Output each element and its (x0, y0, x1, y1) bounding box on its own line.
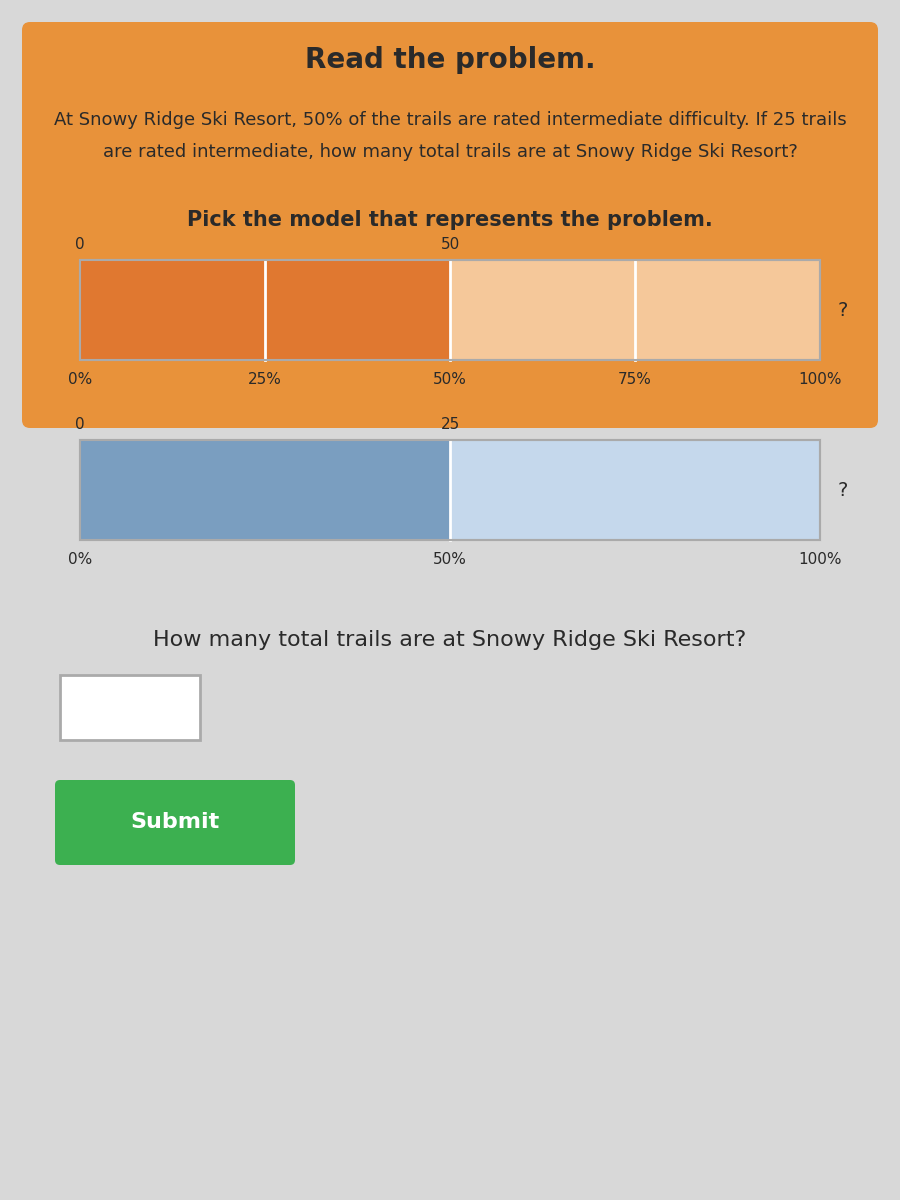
FancyBboxPatch shape (80, 260, 820, 360)
Text: 50%: 50% (433, 552, 467, 566)
Text: Pick the model that represents the problem.: Pick the model that represents the probl… (187, 210, 713, 230)
FancyBboxPatch shape (80, 260, 450, 360)
FancyBboxPatch shape (22, 22, 878, 428)
Text: 0: 0 (76, 236, 85, 252)
Text: 100%: 100% (798, 552, 842, 566)
FancyBboxPatch shape (60, 674, 200, 740)
Text: At Snowy Ridge Ski Resort, 50% of the trails are rated intermediate difficulty. : At Snowy Ridge Ski Resort, 50% of the tr… (54, 110, 846, 128)
Text: How many total trails are at Snowy Ridge Ski Resort?: How many total trails are at Snowy Ridge… (153, 630, 747, 650)
Text: 0%: 0% (68, 372, 92, 386)
FancyBboxPatch shape (55, 780, 295, 865)
Text: ?: ? (838, 300, 849, 319)
Text: 25%: 25% (248, 372, 282, 386)
Text: 50: 50 (440, 236, 460, 252)
Text: Submit: Submit (130, 812, 220, 833)
FancyBboxPatch shape (80, 440, 820, 540)
Text: 25: 25 (440, 416, 460, 432)
Text: are rated intermediate, how many total trails are at Snowy Ridge Ski Resort?: are rated intermediate, how many total t… (103, 143, 797, 161)
Text: 100%: 100% (798, 372, 842, 386)
FancyBboxPatch shape (80, 440, 450, 540)
Text: 0%: 0% (68, 552, 92, 566)
Text: ?: ? (838, 480, 849, 499)
Text: 50%: 50% (433, 372, 467, 386)
Text: 0: 0 (76, 416, 85, 432)
Text: Read the problem.: Read the problem. (305, 46, 595, 74)
Text: 75%: 75% (618, 372, 652, 386)
